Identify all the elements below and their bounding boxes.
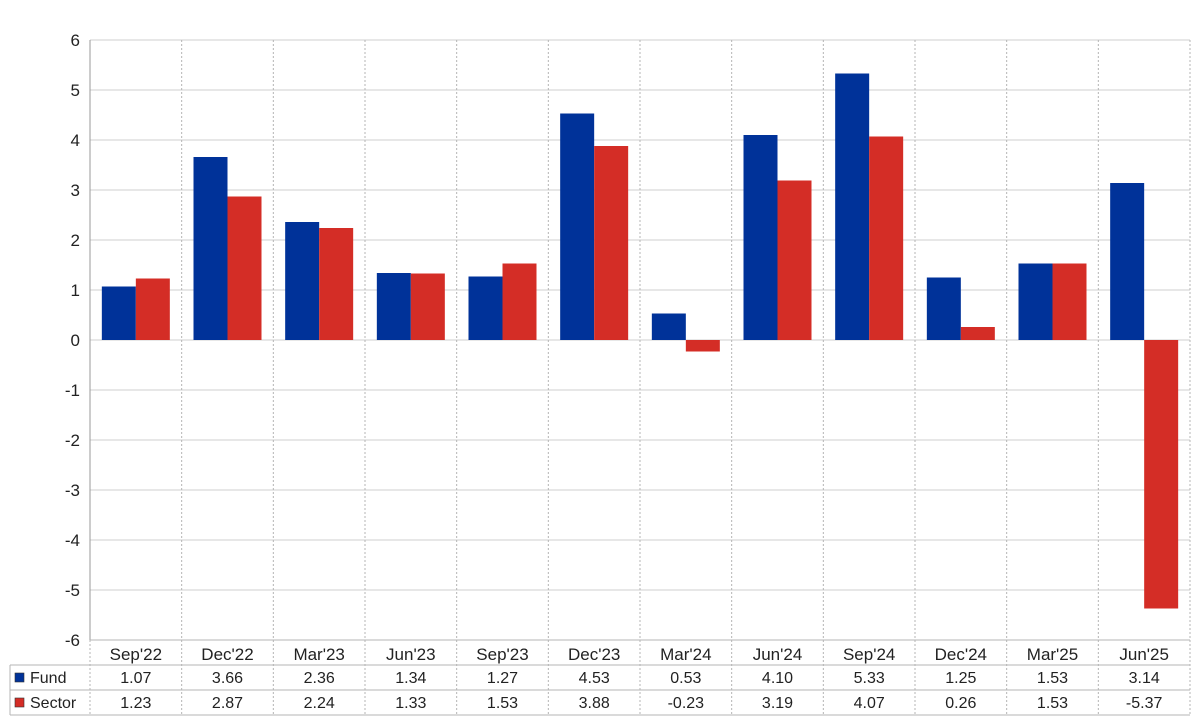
data-label-sector: 1.33 — [395, 695, 426, 712]
data-label-sector: 2.24 — [304, 695, 335, 712]
x-tick-label: Sep'24 — [843, 645, 895, 664]
y-tick-label: 0 — [71, 331, 80, 350]
bar-sector — [502, 263, 537, 340]
data-label-fund: 0.53 — [670, 670, 701, 687]
bar-sector — [1052, 263, 1087, 340]
x-tick-label: Mar'23 — [293, 645, 344, 664]
x-tick-label: Dec'23 — [568, 645, 620, 664]
y-tick-label: -4 — [65, 531, 80, 550]
bar-sector — [319, 228, 354, 340]
data-label-sector: 3.19 — [762, 695, 793, 712]
y-tick-label: 1 — [71, 281, 80, 300]
bar-fund — [193, 157, 228, 340]
bar-sector — [1144, 340, 1179, 609]
data-label-sector: 1.53 — [1037, 695, 1068, 712]
x-tick-label: Jun'23 — [386, 645, 436, 664]
data-label-fund: 5.33 — [854, 670, 885, 687]
data-label-fund: 1.53 — [1037, 670, 1068, 687]
data-label-fund: 1.25 — [945, 670, 976, 687]
bar-sector — [685, 340, 720, 352]
data-label-sector: 3.88 — [579, 695, 610, 712]
bar-fund — [285, 222, 320, 340]
y-tick-label: 6 — [71, 31, 80, 50]
x-tick-label: Dec'24 — [935, 645, 987, 664]
x-tick-label: Dec'22 — [201, 645, 253, 664]
legend-swatch-sector — [14, 697, 25, 708]
gridlines — [89, 39, 1191, 715]
y-tick-label: -2 — [65, 431, 80, 450]
bar-sector — [135, 278, 170, 340]
y-tick-label: -1 — [65, 381, 80, 400]
bar-fund — [1110, 183, 1145, 340]
bars — [101, 73, 1179, 609]
y-axis: 6 5 4 3 2 1 0 -1 -2 -3 -4 -5 -6 — [65, 31, 91, 650]
bar-fund — [376, 273, 411, 340]
bar-sector — [777, 180, 812, 340]
data-label-sector: 4.07 — [854, 695, 885, 712]
bar-fund — [560, 113, 595, 340]
legend-label-fund: Fund — [30, 670, 66, 687]
data-label-sector: 1.23 — [120, 695, 151, 712]
data-label-sector: 1.53 — [487, 695, 518, 712]
data-label-fund: 1.34 — [395, 670, 426, 687]
bar-fund — [743, 135, 778, 340]
bar-sector — [227, 196, 262, 340]
bar-fund — [468, 276, 503, 340]
x-tick-label: Mar'25 — [1027, 645, 1078, 664]
data-label-sector: 0.26 — [945, 695, 976, 712]
bar-sector — [960, 327, 995, 340]
x-tick-label: Mar'24 — [660, 645, 711, 664]
data-table: Sep'22 Dec'22 Mar'23 Jun'23 Sep'23 Dec'23 Mar'… — [9, 639, 1190, 716]
bar-sector — [410, 273, 445, 340]
y-tick-label: 2 — [71, 231, 80, 250]
bar-fund — [651, 313, 686, 340]
data-label-fund: 1.27 — [487, 670, 518, 687]
legend-label-sector: Sector — [30, 695, 77, 712]
data-label-fund: 2.36 — [304, 670, 335, 687]
x-tick-label: Jun'25 — [1119, 645, 1169, 664]
y-tick-label: -3 — [65, 481, 80, 500]
y-tick-label: 5 — [71, 81, 80, 100]
bar-fund — [835, 73, 870, 340]
data-label-fund: 1.07 — [120, 670, 151, 687]
y-tick-label: 4 — [71, 131, 80, 150]
x-tick-label: Sep'23 — [476, 645, 528, 664]
bar-fund — [1018, 263, 1053, 340]
data-label-fund: 4.53 — [579, 670, 610, 687]
data-label-fund: 4.10 — [762, 670, 793, 687]
data-label-sector: -5.37 — [1126, 695, 1163, 712]
y-tick-label: 3 — [71, 181, 80, 200]
x-tick-label: Jun'24 — [753, 645, 803, 664]
data-label-sector: 2.87 — [212, 695, 243, 712]
bar-sector — [869, 136, 904, 340]
bar-fund — [926, 277, 961, 340]
bar-sector — [594, 146, 629, 340]
legend-swatch-fund — [14, 672, 25, 683]
data-label-sector: -0.23 — [668, 695, 705, 712]
y-tick-label: -6 — [65, 631, 80, 650]
y-tick-label: -5 — [65, 581, 80, 600]
data-label-fund: 3.66 — [212, 670, 243, 687]
bar-fund — [101, 286, 136, 340]
data-label-fund: 3.14 — [1129, 670, 1160, 687]
x-tick-label: Sep'22 — [110, 645, 162, 664]
